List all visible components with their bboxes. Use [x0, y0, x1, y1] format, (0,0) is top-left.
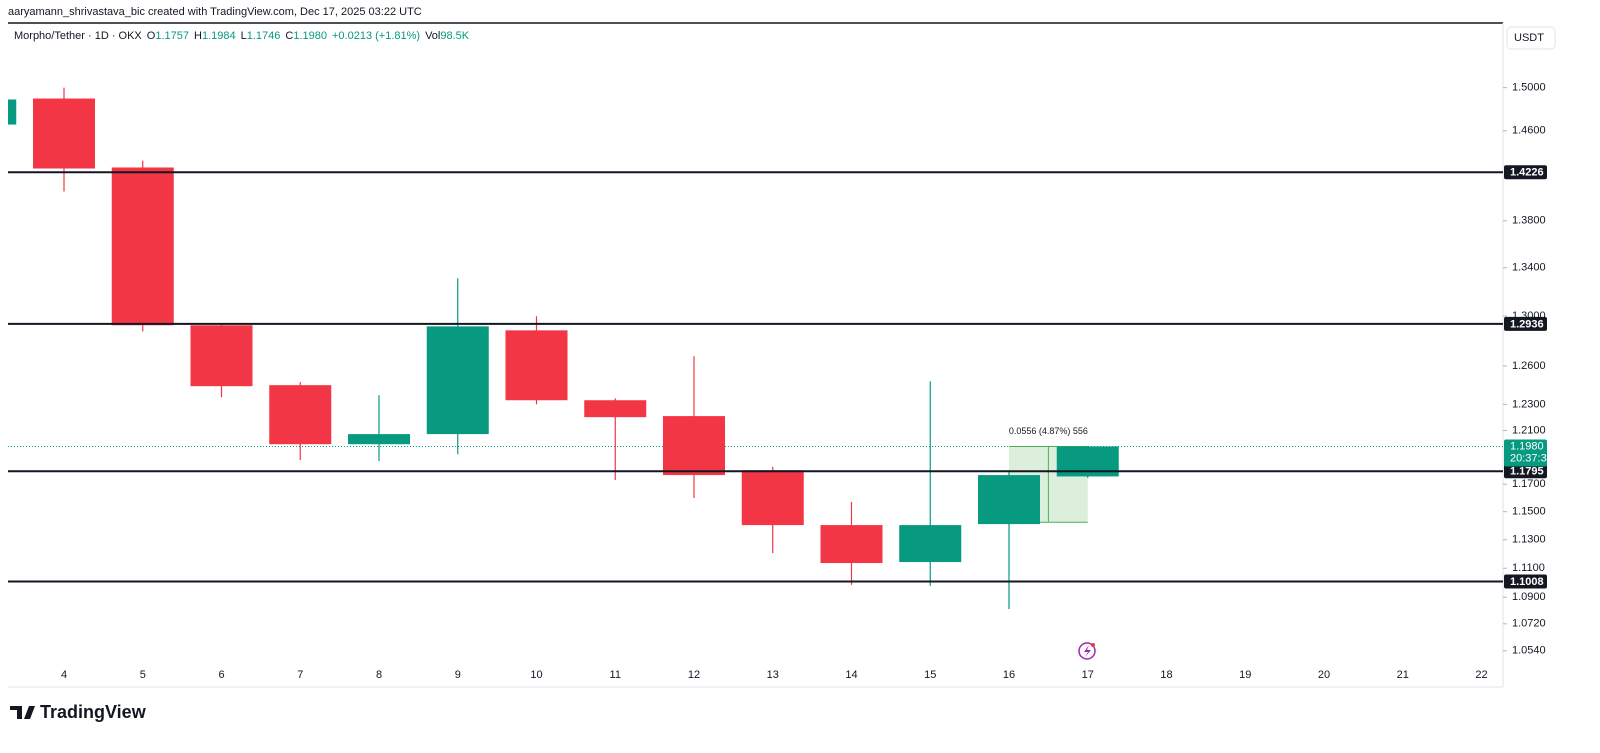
x-tick-label: 20 — [1318, 669, 1330, 681]
x-tick-label: 14 — [845, 669, 857, 681]
x-tick-label: 9 — [455, 669, 461, 681]
candle-body — [663, 416, 725, 476]
x-tick-label: 5 — [140, 669, 146, 681]
legend-row: Morpho/Tether · 1D · OKX O1.1757 H1.1984 L1… — [14, 30, 470, 42]
x-tick-label: 11 — [610, 669, 621, 681]
y-tick-label: 1.1500 — [1512, 506, 1546, 518]
y-tick-label: 1.4600 — [1512, 125, 1546, 137]
ohlc-value: 1.1746 — [247, 30, 281, 42]
level-label-box — [1504, 464, 1547, 479]
level-label: 1.2936 — [1510, 318, 1544, 330]
x-tick-label: 10 — [530, 669, 542, 681]
attribution: aaryamann_shrivastava_bic created with T… — [8, 6, 422, 18]
currency-button[interactable]: USDT — [1506, 26, 1556, 50]
x-tick-label: 15 — [924, 669, 936, 681]
last-price-label: 1.1980 — [1510, 440, 1544, 452]
candle-body — [978, 475, 1040, 525]
y-tick-label: 1.2300 — [1512, 398, 1546, 410]
symbol: Morpho/Tether · 1D · OKX — [14, 30, 142, 42]
volume-key: Vol — [425, 30, 440, 42]
x-tick-label: 16 — [1003, 669, 1015, 681]
y-tick-label: 1.0720 — [1512, 618, 1546, 630]
last-price-box — [1504, 439, 1547, 467]
lightning-bolt[interactable] — [1084, 645, 1091, 657]
x-tick-label: 18 — [1160, 669, 1172, 681]
x-tick-label: 12 — [688, 669, 700, 681]
x-tick-label: 21 — [1397, 669, 1409, 681]
lightning-dot[interactable] — [1091, 643, 1095, 647]
x-tick-label: 13 — [767, 669, 779, 681]
x-tick-label: 22 — [1475, 669, 1487, 681]
ohlc-key: H — [194, 30, 202, 42]
candle-body — [190, 325, 253, 387]
candle-body — [33, 98, 95, 169]
level-label-box — [1504, 574, 1547, 589]
candle-body — [505, 330, 568, 401]
logo-mark — [10, 706, 35, 719]
measure-label: 0.0556 (4.87%) 556 — [1009, 426, 1088, 436]
legend: Morpho/Tether · 1D · OKX O1.1757 H1.1984 L1… — [14, 30, 470, 42]
candle-body — [111, 167, 174, 326]
currency-button-box[interactable] — [1506, 26, 1556, 50]
x-tick-label: 7 — [297, 669, 303, 681]
candle-body — [8, 99, 17, 125]
y-tick-label: 1.0540 — [1512, 645, 1546, 657]
ohlc-key: C — [285, 30, 293, 42]
ohlc-value: 1.1980 — [293, 30, 327, 42]
y-tick-label: 1.0900 — [1512, 591, 1546, 603]
y-tick-label: 1.3800 — [1512, 215, 1546, 227]
level-label: 1.4226 — [1510, 167, 1544, 179]
candle-body — [820, 525, 883, 564]
level-label-box — [1504, 316, 1547, 331]
plot-area — [8, 87, 1503, 609]
ohlc-key: O — [147, 30, 156, 42]
y-tick-label: 1.1300 — [1512, 534, 1546, 546]
candle-body — [899, 525, 962, 563]
currency[interactable]: USDT — [1514, 32, 1544, 44]
change: +0.0213 (+1.81%) — [332, 30, 420, 42]
candle-body — [584, 400, 647, 418]
level-label-box — [1504, 165, 1547, 180]
candle-body — [741, 470, 804, 526]
logo-text: TradingView — [40, 702, 147, 722]
y-tick-label: 1.1700 — [1512, 478, 1546, 490]
y-tick-label: 1.5000 — [1512, 82, 1546, 94]
y-tick-label: 1.2600 — [1512, 360, 1546, 372]
x-tick-label: 17 — [1082, 669, 1094, 681]
logo: TradingView — [10, 702, 147, 722]
x-tick-label: 19 — [1239, 669, 1251, 681]
y-tick-label: 1.2100 — [1512, 424, 1546, 436]
candle-body — [426, 326, 489, 435]
lightning-icon[interactable] — [1078, 642, 1096, 660]
y-tick-label: 1.1100 — [1512, 562, 1545, 574]
ohlc-value: 1.1984 — [202, 30, 236, 42]
y-tick-label: 1.3400 — [1512, 262, 1546, 274]
lightning-circle[interactable] — [1078, 642, 1096, 660]
countdown: 20:37:35 — [1510, 452, 1553, 464]
ohlc-key: L — [241, 30, 247, 42]
candle-body — [348, 434, 410, 445]
volume: 98.5K — [440, 30, 469, 42]
x-tick-label: 8 — [376, 669, 382, 681]
ohlc-value: 1.1757 — [155, 30, 189, 42]
level-label: 1.1795 — [1510, 466, 1544, 478]
level-label: 1.1008 — [1510, 576, 1544, 588]
x-tick-label: 6 — [218, 669, 224, 681]
x-tick-label: 4 — [61, 669, 67, 681]
candle-body — [269, 385, 332, 445]
